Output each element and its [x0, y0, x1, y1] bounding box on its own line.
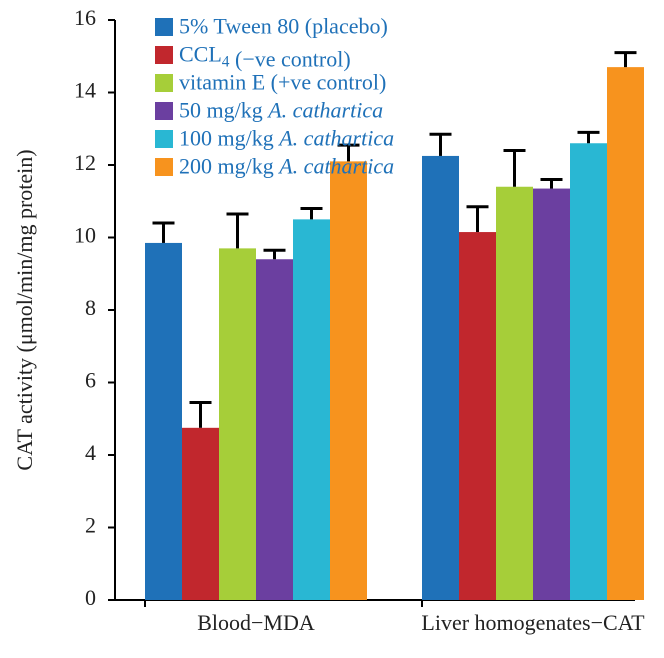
- legend-swatch-ac50: [155, 102, 173, 120]
- y-tick-label: 2: [85, 513, 96, 538]
- bar-Blood−MDA-tween80: [145, 243, 182, 600]
- bar-Liver homogenates−CAT-ccl4: [459, 232, 496, 600]
- y-tick-label: 4: [85, 440, 96, 465]
- chart-svg: 0 2 4 6 8 10 12 14 16 CAT activity (μmol/min/mg p…: [0, 0, 664, 653]
- legend-label-ac100: 100 mg/kg A. cathartica: [179, 125, 394, 150]
- legend-label-ac200: 200 mg/kg A. cathartica: [179, 153, 394, 178]
- legend-label-ccl4: CCL4 (−ve control): [179, 41, 351, 71]
- bar-Blood−MDA-ac200: [330, 161, 367, 600]
- bar-Blood−MDA-ccl4: [182, 428, 219, 600]
- bar-Blood−MDA-ac100: [293, 219, 330, 600]
- legend-swatch-ac100: [155, 130, 173, 148]
- bar-Liver homogenates−CAT-vite: [496, 187, 533, 600]
- y-axis-label: CAT activity (μmol/min/mg protein): [12, 149, 37, 470]
- x-group-label: Liver homogenates−CAT: [421, 610, 645, 635]
- bar-Blood−MDA-vite: [219, 248, 256, 600]
- bar-Liver homogenates−CAT-ac50: [533, 189, 570, 600]
- y-tick-label: 12: [74, 150, 96, 175]
- y-tick-label: 8: [85, 295, 96, 320]
- y-tick-label: 0: [85, 585, 96, 610]
- bar-Liver homogenates−CAT-ac200: [607, 67, 644, 600]
- bar-Liver homogenates−CAT-tween80: [422, 156, 459, 600]
- x-group-label: Blood−MDA: [197, 610, 315, 635]
- legend-swatch-tween80: [155, 18, 173, 36]
- bar-Liver homogenates−CAT-ac100: [570, 143, 607, 600]
- legend-label-tween80: 5% Tween 80 (placebo): [179, 13, 388, 38]
- y-tick-label: 16: [74, 5, 96, 30]
- y-tick-label: 10: [74, 223, 96, 248]
- legend-swatch-ac200: [155, 158, 173, 176]
- bar-Blood−MDA-ac50: [256, 259, 293, 600]
- legend-swatch-ccl4: [155, 46, 173, 64]
- legend-label-vite: vitamin E (+ve control): [179, 69, 386, 94]
- cat-activity-bar-chart: 0 2 4 6 8 10 12 14 16 CAT activity (μmol/min/mg p…: [0, 0, 664, 653]
- y-tick-label: 6: [85, 368, 96, 393]
- y-tick-label: 14: [74, 78, 96, 103]
- legend-label-ac50: 50 mg/kg A. cathartica: [179, 97, 383, 122]
- legend-swatch-vite: [155, 74, 173, 92]
